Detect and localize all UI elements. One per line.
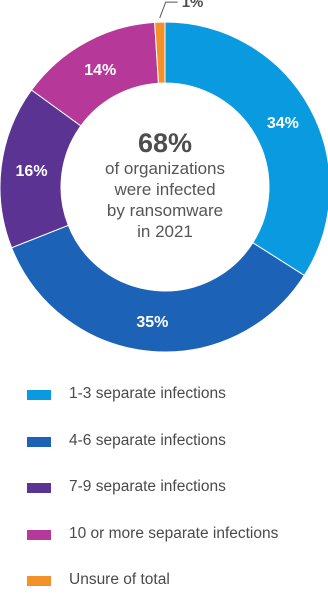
- legend-item-4-6: 4-6 separate infections: [23, 427, 323, 474]
- center-annotation: 68% of organizations were infected by ra…: [90, 128, 240, 242]
- legend-item-unsure: Unsure of total: [23, 566, 323, 613]
- slice-unsure: [154, 21, 166, 84]
- legend-swatch: [27, 390, 51, 400]
- legend-label: 4-6 separate infections: [69, 431, 226, 449]
- center-line-1: of organizations: [104, 159, 226, 178]
- label-16: 16%: [16, 163, 48, 180]
- center-line-3: by ransomware: [106, 201, 224, 220]
- legend-item-1-3: 1-3 separate infections: [23, 380, 323, 427]
- slice-4-6: [10, 224, 306, 353]
- legend-swatch: [27, 483, 51, 493]
- center-line-2: were infected: [114, 180, 216, 199]
- donut-chart: 34% 35% 16% 14% 1%: [0, 0, 328, 353]
- legend-item-10-plus: 10 or more separate infections: [23, 520, 323, 567]
- legend-swatch: [27, 436, 51, 447]
- legend-swatch: [27, 529, 51, 540]
- slice-1-3: [164, 21, 328, 277]
- label-14: 14%: [84, 62, 116, 79]
- chart-container: 34% 35% 16% 14% 1% 68% of organizations were…: [0, 0, 328, 588]
- label-34: 34%: [267, 115, 299, 132]
- legend-swatch: [27, 576, 51, 586]
- center-line-4: in 2021: [137, 222, 193, 241]
- legend-label: Unsure of total: [69, 571, 170, 588]
- label-35: 35%: [136, 314, 168, 331]
- center-value: 68%: [137, 128, 193, 158]
- legend-label: 10 or more separate infections: [69, 524, 279, 542]
- legend-label: 7-9 separate infections: [69, 478, 226, 495]
- legend-label: 1-3 separate infections: [69, 385, 226, 402]
- legend-item-7-9: 7-9 separate infections: [23, 473, 323, 520]
- legend: 1-3 separate infections 4-6 separate inf…: [23, 380, 323, 613]
- label-1: 1%: [182, 0, 204, 11]
- leader-line-1: [159, 1, 178, 19]
